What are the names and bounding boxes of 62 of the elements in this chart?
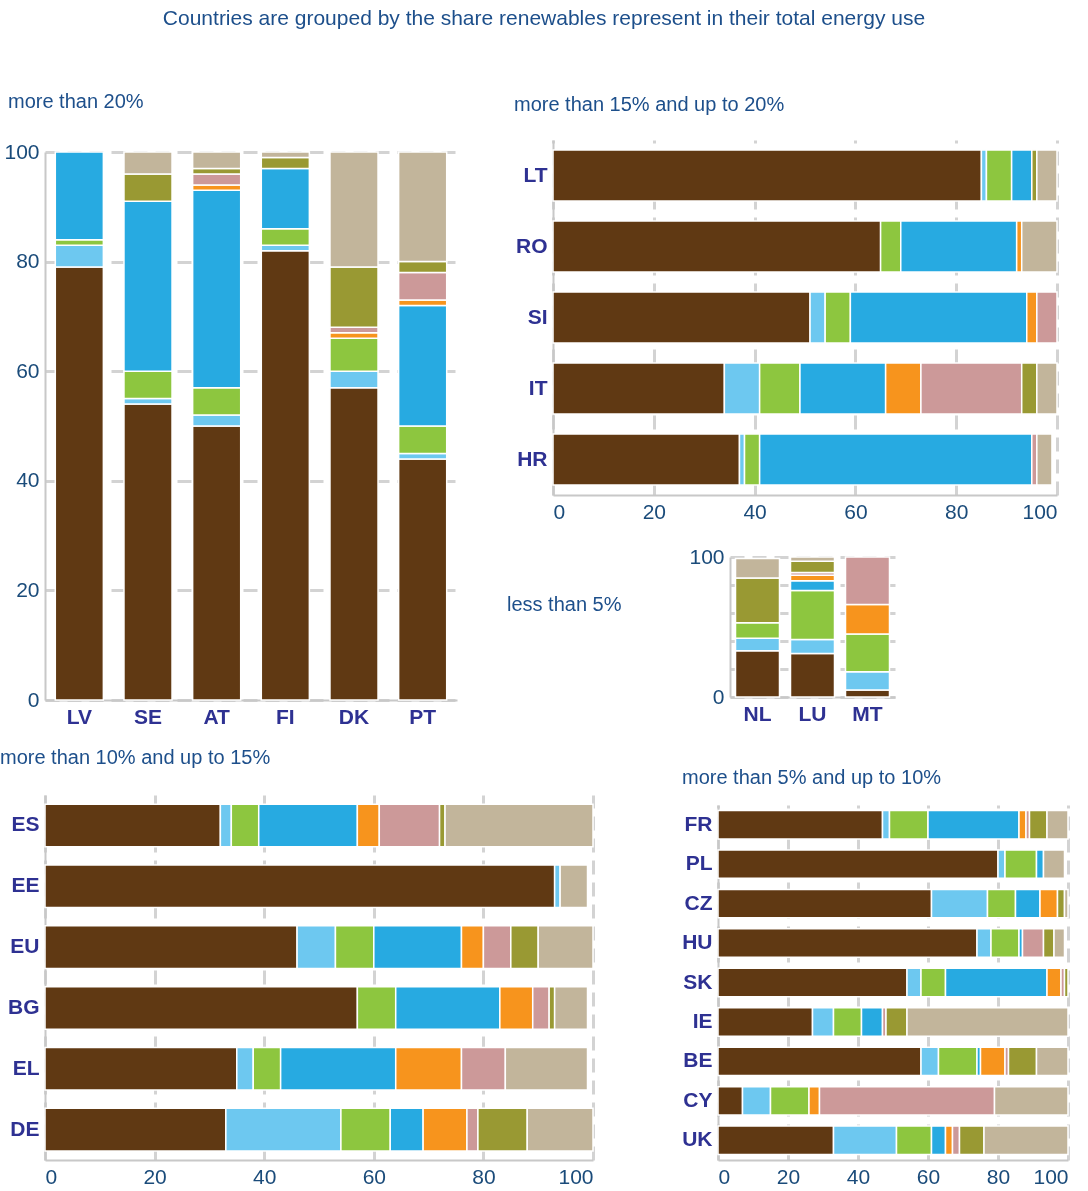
- x-tick-label: LU: [798, 701, 827, 725]
- y-tick-label: DE: [10, 1116, 40, 1140]
- x-tick-label: FI: [276, 704, 295, 728]
- y-tick-label: ES: [11, 812, 40, 836]
- x-tick-label: 60: [844, 499, 868, 523]
- bar: [397, 458, 448, 701]
- y-tick-label: 100: [4, 139, 40, 163]
- y-tick-label: 0: [712, 684, 725, 708]
- x-tick-label: 20: [143, 1164, 167, 1188]
- y-tick-label: CY: [683, 1087, 713, 1111]
- y-tick-label: BG: [8, 994, 40, 1018]
- x-tick-label: 20: [776, 1164, 801, 1188]
- x-tick-label: 20: [642, 499, 666, 523]
- x-tick-label: DK: [338, 704, 370, 728]
- y-tick-label: EU: [10, 934, 40, 958]
- x-tick-label: 40: [846, 1164, 871, 1188]
- chart-subtitle: more than 15% and up to 20%: [514, 93, 785, 116]
- y-tick-label: 80: [16, 249, 40, 273]
- x-tick-label: 80: [986, 1164, 1011, 1188]
- y-tick-label: EE: [11, 873, 40, 897]
- chart-subtitle: more than 10% and up to 15%: [0, 746, 271, 769]
- y-tick-label: PL: [685, 851, 713, 875]
- y-tick-label: FR: [684, 811, 713, 835]
- y-tick-label: HR: [517, 446, 548, 470]
- y-tick-label: 20: [16, 577, 40, 601]
- y-tick-label: BE: [683, 1048, 713, 1072]
- x-tick-label: 80: [945, 499, 969, 523]
- text: less than 5%: [507, 593, 622, 616]
- x-tick-label: 0: [45, 1164, 58, 1188]
- x-tick-label: NL: [743, 701, 772, 725]
- x-tick-label: 100: [558, 1164, 594, 1188]
- bar: [123, 403, 173, 701]
- y-tick-label: 100: [689, 544, 725, 568]
- y-tick-label: CZ: [684, 890, 713, 914]
- x-tick-label: 40: [253, 1164, 277, 1188]
- x-tick-label: 0: [553, 499, 566, 523]
- y-tick-label: LT: [523, 162, 548, 186]
- y-tick-label: HU: [682, 930, 713, 954]
- y-tick-label: RO: [516, 233, 548, 257]
- x-tick-label: LV: [66, 704, 92, 728]
- y-tick-label: UK: [682, 1127, 713, 1151]
- x-tick-label: 100: [1022, 499, 1058, 523]
- y-tick-label: IE: [692, 1008, 713, 1032]
- chart-subtitle: more than 20%: [8, 90, 144, 113]
- bar: [260, 249, 311, 701]
- y-tick-label: EL: [12, 1055, 40, 1079]
- text: Countries are grouped by the share renewables represent in their total energy use: [161, 6, 927, 30]
- y-tick-label: 60: [16, 358, 40, 382]
- y-tick-label: IT: [528, 375, 548, 399]
- x-tick-label: SE: [133, 704, 163, 728]
- x-tick-label: 80: [472, 1164, 496, 1188]
- chart-subtitle: more than 5% and up to 10%: [682, 766, 942, 789]
- x-tick-label: 60: [916, 1164, 941, 1188]
- x-tick-label: 40: [743, 499, 767, 523]
- x-tick-label: AT: [203, 704, 231, 728]
- y-tick-label: 40: [16, 468, 40, 492]
- x-tick-label: 60: [362, 1164, 386, 1188]
- x-tick-label: PT: [409, 704, 437, 728]
- x-tick-label: 100: [1033, 1164, 1069, 1188]
- y-tick-label: SI: [527, 304, 548, 328]
- x-tick-label: MT: [852, 701, 883, 725]
- y-tick-label: SK: [683, 969, 713, 993]
